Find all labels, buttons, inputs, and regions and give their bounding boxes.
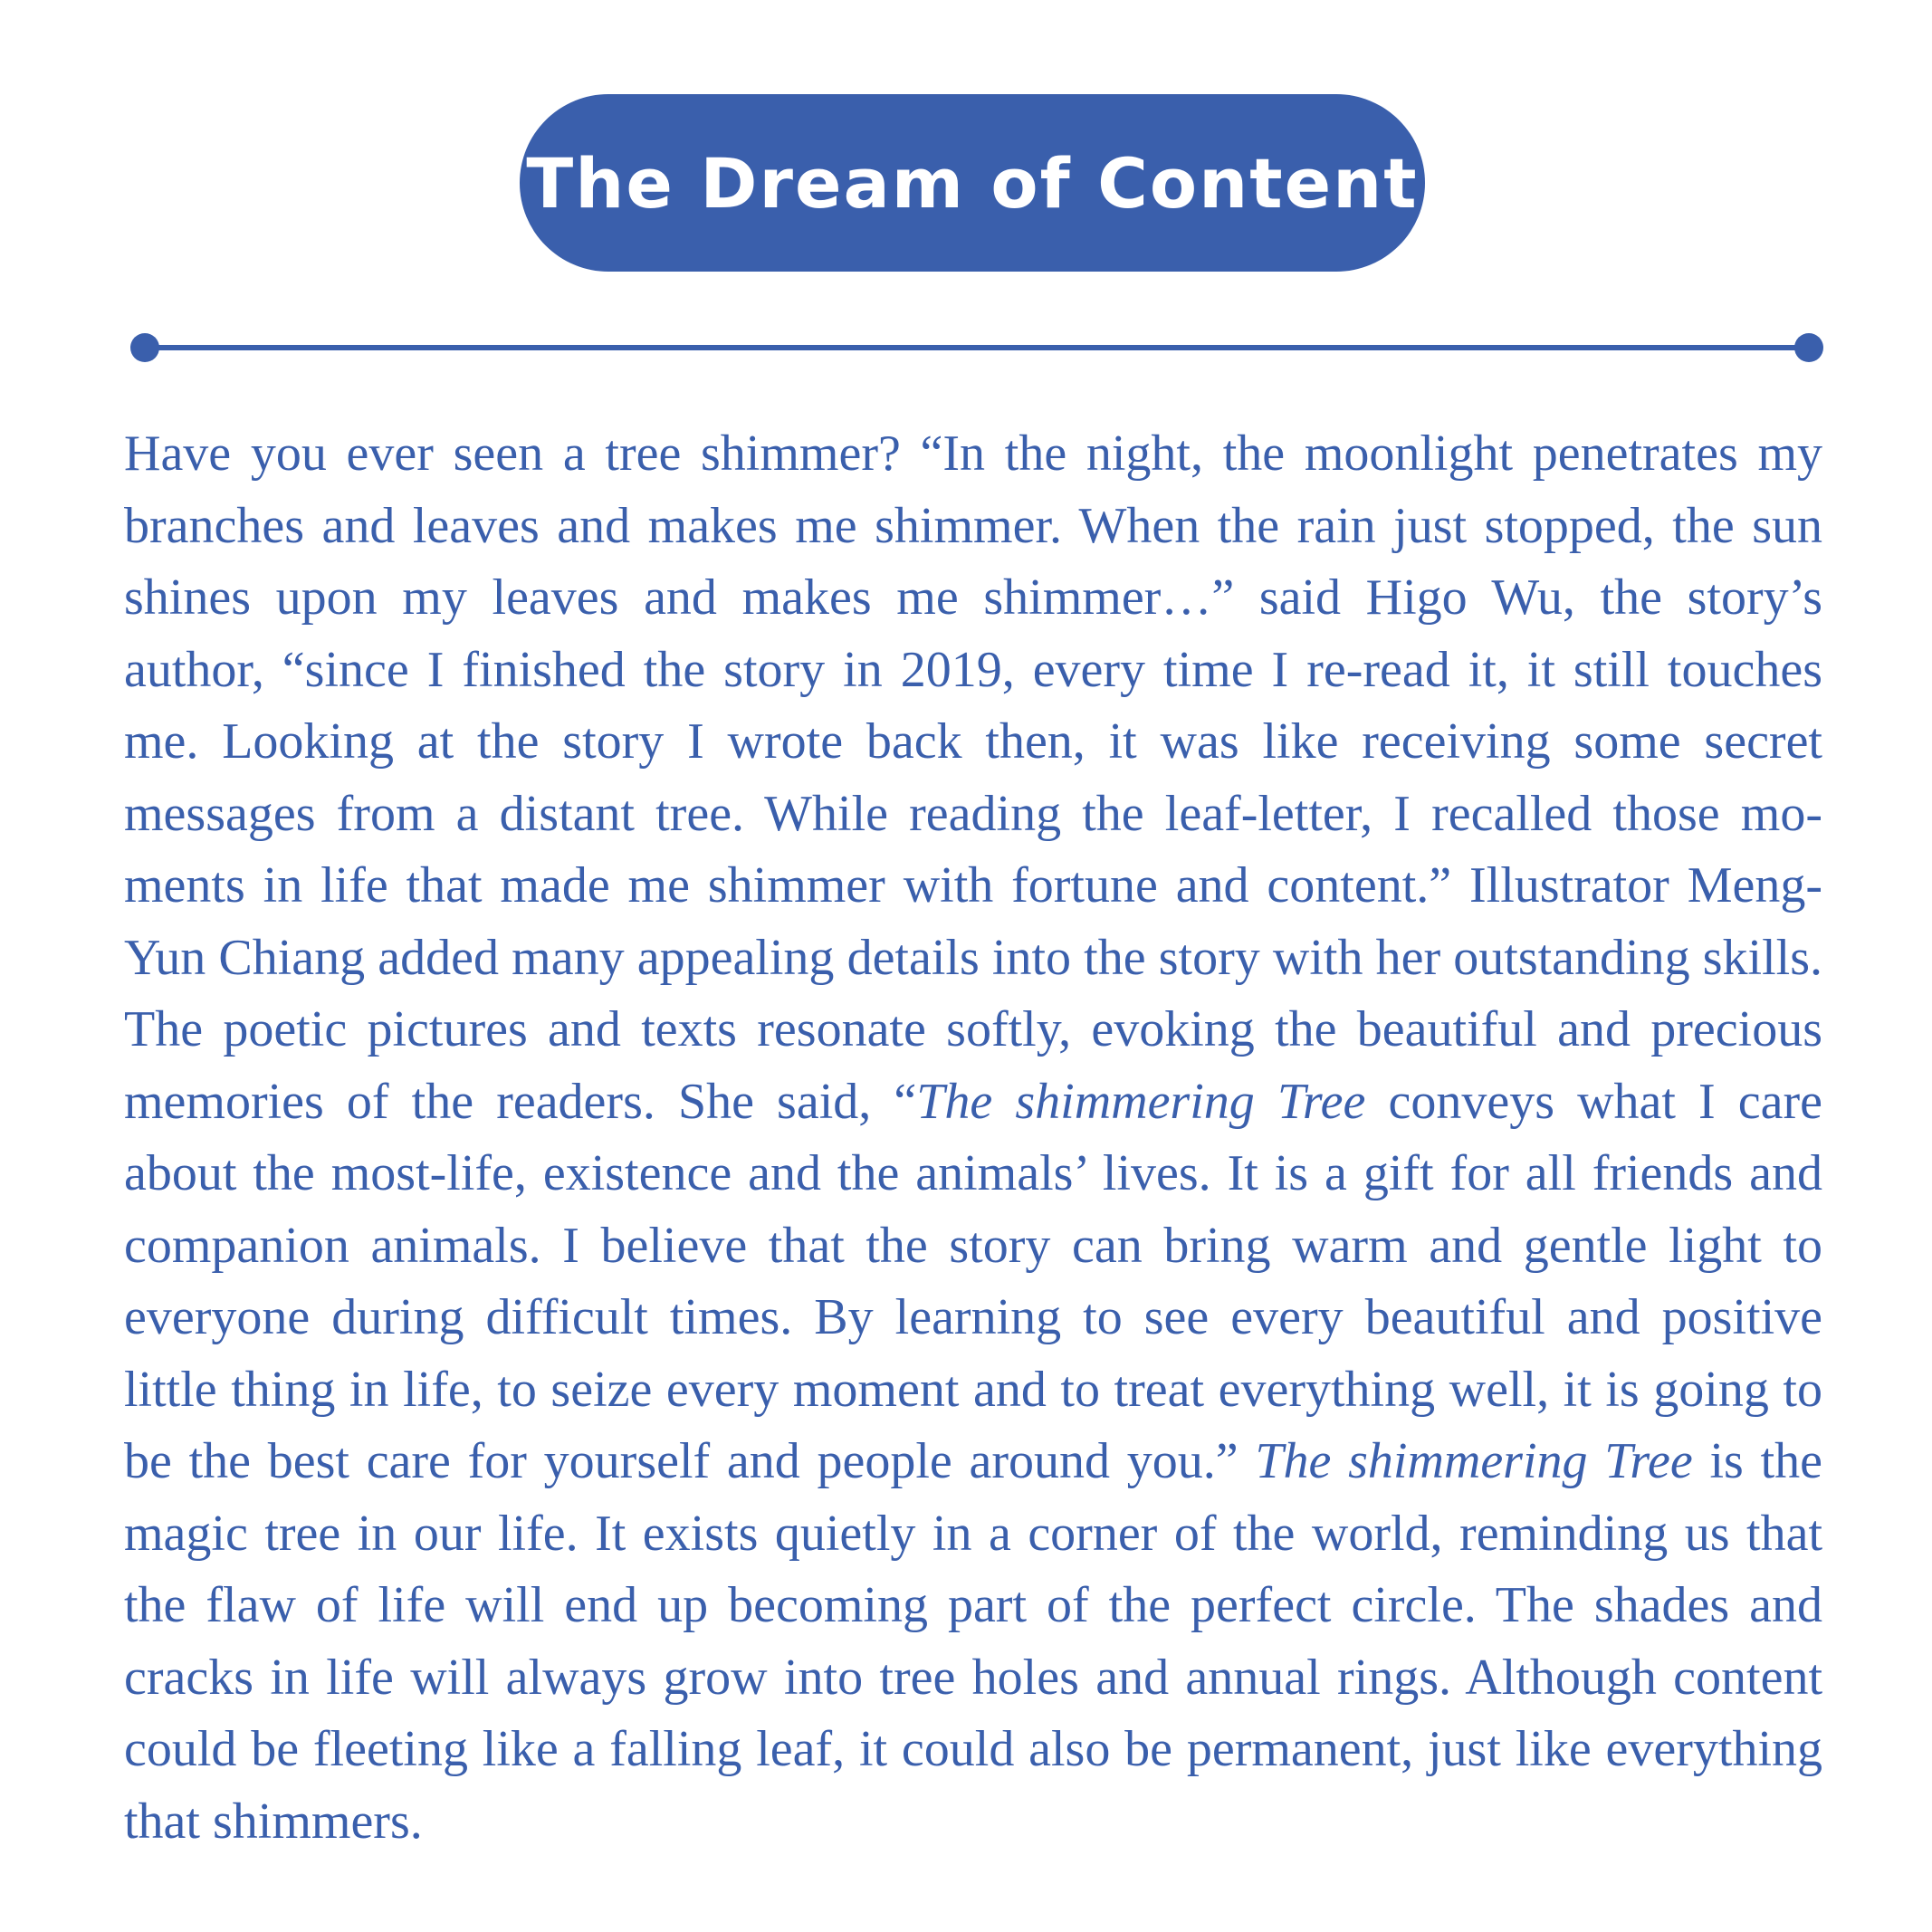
title-banner: The Dream of Content — [520, 94, 1425, 272]
text-segment: con­veys what I care about the most-life… — [124, 1073, 1823, 1490]
book-title-italic: The shimmering Tree — [916, 1073, 1366, 1130]
text-segment: is the magic tree in our life. It exists… — [124, 1433, 1823, 1850]
text-segment: Have you ever seen a tree shimmer? “In t… — [124, 426, 1822, 1130]
divider-right-dot — [1794, 333, 1823, 362]
divider — [130, 333, 1823, 362]
page-title: The Dream of Content — [526, 142, 1419, 224]
divider-line — [143, 345, 1811, 350]
body-paragraph: Have you ever seen a tree shimmer? “In t… — [124, 418, 1822, 1858]
book-title-italic: The shimmering Tree — [1255, 1433, 1693, 1489]
